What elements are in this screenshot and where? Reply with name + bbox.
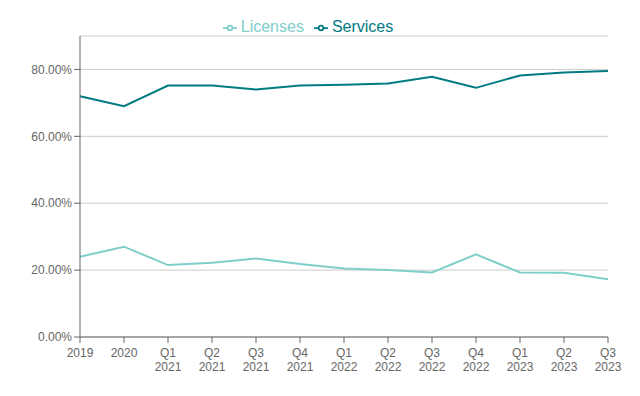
svg-text:0.00%: 0.00%	[38, 330, 72, 344]
svg-text:Q32023: Q32023	[595, 346, 622, 374]
svg-text:Q42022: Q42022	[463, 346, 490, 374]
svg-text:40.00%: 40.00%	[31, 196, 72, 210]
svg-text:Q12022: Q12022	[331, 346, 358, 374]
svg-text:2020: 2020	[111, 346, 138, 360]
svg-text:Q12021: Q12021	[155, 346, 182, 374]
svg-text:20.00%: 20.00%	[31, 263, 72, 277]
svg-text:Q22023: Q22023	[551, 346, 578, 374]
svg-text:Q22022: Q22022	[375, 346, 402, 374]
svg-text:Q42021: Q42021	[287, 346, 314, 374]
svg-text:Q12023: Q12023	[507, 346, 534, 374]
svg-text:Q32022: Q32022	[419, 346, 446, 374]
svg-text:60.00%: 60.00%	[31, 130, 72, 144]
html-text:Services: Services	[331, 18, 394, 35]
svg-text:Q32021: Q32021	[243, 346, 270, 374]
svg-text:Q22021: Q22021	[199, 346, 226, 374]
html-text:Licenses: Licenses	[240, 18, 304, 35]
svg-text:2019: 2019	[67, 346, 94, 360]
svg-text:80.00%: 80.00%	[31, 63, 72, 77]
